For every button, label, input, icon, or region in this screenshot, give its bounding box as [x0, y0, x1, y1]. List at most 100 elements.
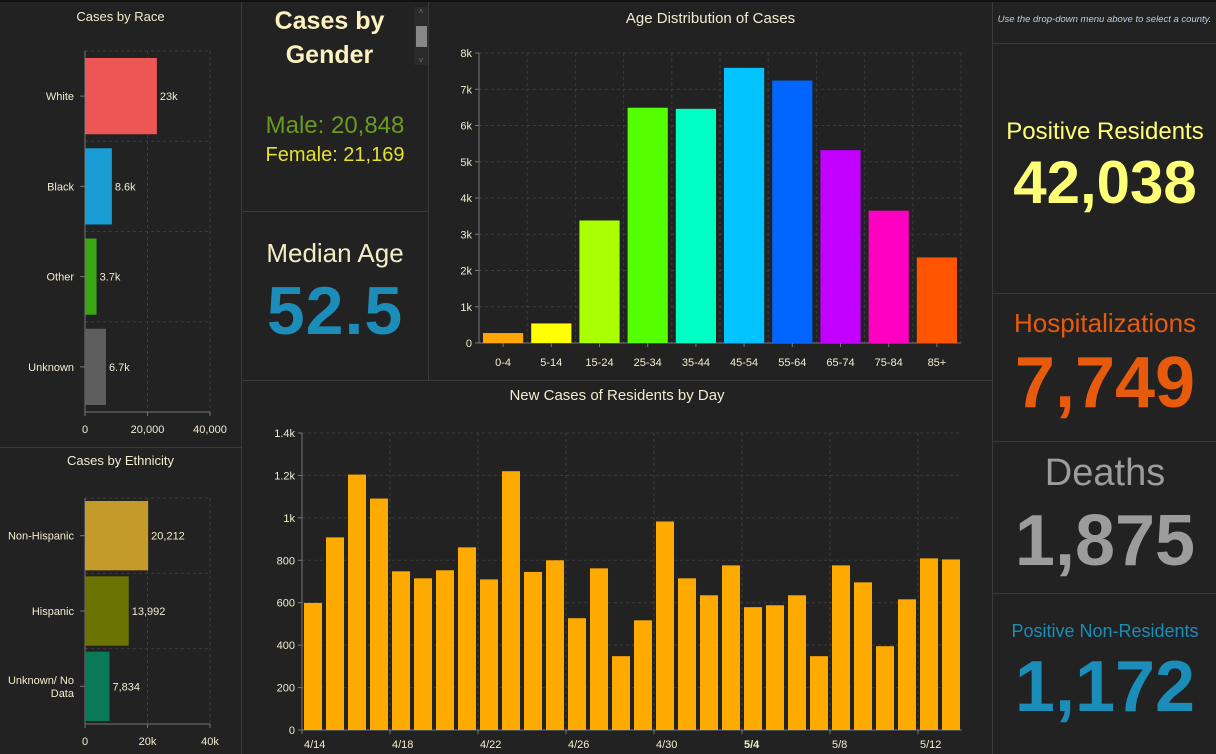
county-note-panel: Use the drop-down menu above to select a… [992, 2, 1216, 44]
new-cases-bar [788, 595, 806, 730]
ethnicity-chart-title: Cases by Ethnicity [67, 453, 174, 468]
age-bar [579, 220, 620, 343]
age-bar [483, 333, 524, 343]
gender-scrollbar[interactable]: ˄ ˅ [414, 7, 428, 65]
scroll-up-icon[interactable]: ˄ [418, 7, 424, 16]
top-edge [0, 0, 1216, 2]
new-cases-bar [766, 605, 784, 730]
ethnicity-category-label: Non-Hispanic [8, 531, 75, 543]
deaths-value: 1,875 [1014, 501, 1196, 581]
female-count: Female: 21,169 [265, 144, 405, 166]
ethnicity-x-tick-label: 0 [82, 736, 88, 748]
race-x-tick-label: 0 [82, 424, 88, 436]
new-cases-bar [480, 579, 498, 730]
new-cases-bar [502, 471, 520, 730]
new-cases-bar [678, 578, 696, 730]
new-cases-bar [524, 571, 542, 730]
new-cases-bar [546, 560, 564, 730]
age-y-tick-label: 1k [460, 302, 472, 314]
ethnicity-bar [85, 651, 110, 721]
new-cases-x-tick-label: 4/22 [480, 739, 501, 751]
ethnicity-data-label: 7,834 [112, 681, 140, 693]
race-x-tick-label: 20,000 [131, 424, 165, 436]
new-cases-bar [700, 595, 718, 730]
new-cases-y-tick-label: 600 [277, 598, 295, 610]
age-distribution-panel: Age Distribution of Cases 0 1k 2k 3k 4k 5k 6k 7… [429, 2, 992, 381]
age-x-tick-label: 75-84 [875, 357, 903, 369]
age-chart-title: Age Distribution of Cases [625, 10, 796, 27]
new-cases-y-tick-label: 1k [283, 513, 295, 525]
gender-title: Cases by Gender [242, 4, 417, 72]
new-cases-bar [612, 656, 630, 730]
new-cases-x-tick-label: 5/4 [744, 739, 760, 751]
ethnicity-panel: Cases by Ethnicity 20,212 Non-Hispanic 13,… [0, 448, 242, 754]
age-bar [868, 210, 909, 343]
ethnicity-data-label: 20,212 [151, 531, 185, 543]
new-cases-x-tick-label: 4/18 [392, 739, 413, 751]
ethnicity-data-label: 13,992 [132, 606, 166, 618]
new-cases-bar [348, 474, 366, 730]
age-y-tick-label: 8k [460, 48, 472, 60]
county-note: Use the drop-down menu above to select a… [997, 14, 1212, 25]
male-count: Male: 20,848 [265, 112, 405, 139]
ethnicity-bar [85, 576, 129, 646]
new-cases-bar [304, 602, 322, 730]
new-cases-bar [634, 620, 652, 730]
new-cases-x-tick-label: 5/12 [920, 739, 941, 751]
new-cases-chart: 0 200 400 600 800 1k 1.2k 1.4k 4/14 4/18 4/22 4/26 4… [274, 428, 962, 751]
age-bar [724, 67, 765, 344]
scroll-down-icon[interactable]: ˅ [418, 56, 424, 65]
age-x-tick-label: 15-24 [585, 357, 613, 369]
new-cases-y-tick-label: 400 [277, 640, 295, 652]
race-bar [85, 328, 106, 405]
age-x-tick-label: 5-14 [540, 357, 562, 369]
race-data-label: 6.7k [109, 362, 130, 374]
ethnicity-x-tick-label: 40k [201, 736, 219, 748]
new-cases-bar [722, 565, 740, 730]
new-cases-bar [898, 599, 916, 730]
age-bar [627, 107, 668, 343]
ethnicity-x-tick-label: 20k [139, 736, 157, 748]
age-y-tick-label: 4k [460, 193, 472, 205]
age-x-tick-label: 25-34 [634, 357, 662, 369]
age-bar [675, 108, 716, 343]
new-cases-bar [458, 547, 476, 730]
race-bar [85, 238, 97, 315]
new-cases-bar [920, 558, 938, 730]
median-age-panel: Median Age 52.5 [242, 212, 429, 381]
ethnicity-bar [85, 501, 149, 571]
race-bar [85, 148, 112, 225]
positive-residents-label: Positive Residents [1006, 118, 1204, 145]
new-cases-y-tick-label: 1.2k [274, 470, 295, 482]
median-age-label: Median Age [266, 238, 404, 268]
hospitalizations-panel: Hospitalizations 7,749 [992, 294, 1216, 442]
hospitalizations-value: 7,749 [1014, 343, 1196, 423]
race-category-label: Other [46, 272, 74, 284]
new-cases-y-tick-label: 800 [277, 555, 295, 567]
race-category-label: White [46, 91, 74, 103]
new-cases-bar [942, 559, 960, 730]
age-x-tick-label: 0-4 [495, 357, 511, 369]
age-y-tick-label: 3k [460, 229, 472, 241]
race-bar [85, 58, 157, 135]
age-y-tick-label: 2k [460, 266, 472, 278]
race-data-label: 8.6k [115, 181, 136, 193]
new-cases-bar [392, 571, 410, 730]
age-y-tick-label: 7k [460, 84, 472, 96]
new-cases-bar [414, 578, 432, 730]
gender-title-line1: Cases by [274, 7, 385, 35]
gender-title-line2: Gender [285, 41, 374, 69]
new-cases-bar [568, 618, 586, 730]
new-cases-panel: New Cases of Residents by Day 0 200 400 600… [242, 381, 992, 754]
age-x-tick-label: 55-64 [778, 357, 806, 369]
new-cases-x-tick-label: 4/14 [304, 739, 325, 751]
new-cases-bar [370, 498, 388, 730]
gender-panel: Cases by Gender ˄ ˅ Male: 20,848 Female:… [242, 2, 429, 212]
positive-non-residents-value: 1,172 [1014, 647, 1196, 727]
new-cases-x-tick-label: 5/8 [832, 739, 847, 751]
age-bar [916, 257, 957, 343]
age-y-tick-label: 6k [460, 121, 472, 133]
ethnicity-category-label: Unknown/ No [8, 675, 74, 687]
race-chart: 23k White 8.6k Black 3.7k Other 6.7k Unknown 0 20… [28, 50, 227, 436]
scroll-thumb[interactable] [416, 26, 427, 47]
